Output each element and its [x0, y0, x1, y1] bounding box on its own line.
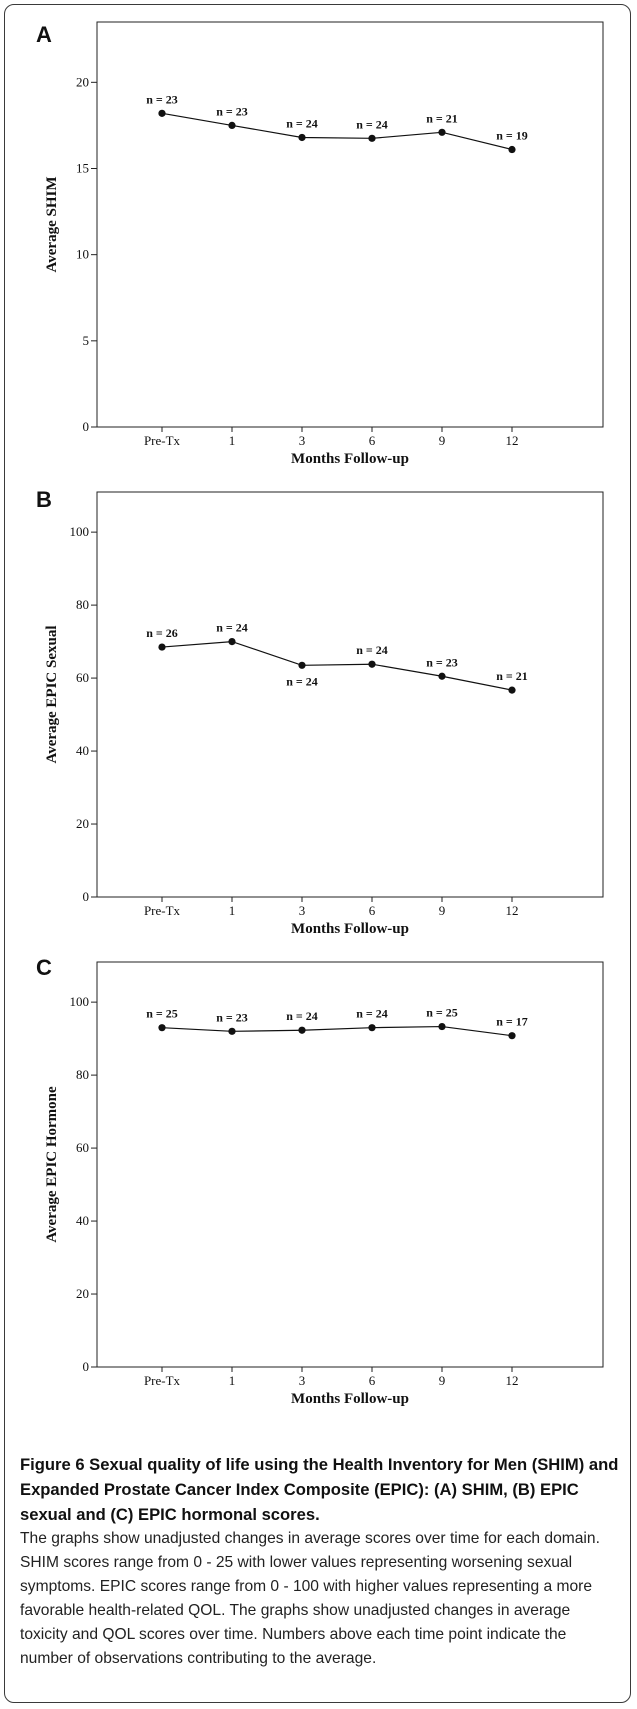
y-tick-label: 100 — [70, 994, 90, 1009]
n-label: n = 24 — [286, 1009, 318, 1023]
n-label: n = 23 — [146, 92, 178, 106]
data-point — [298, 661, 306, 669]
n-label: n = 24 — [356, 117, 388, 131]
data-point — [158, 1024, 166, 1032]
x-tick-label: 3 — [299, 433, 306, 448]
data-point — [228, 1027, 236, 1035]
y-tick-label: 5 — [83, 333, 90, 348]
n-label: n = 23 — [216, 1010, 248, 1024]
data-point — [508, 145, 516, 154]
n-label: n = 24 — [356, 643, 388, 657]
data-point — [368, 134, 376, 142]
data-point — [298, 1026, 306, 1034]
y-tick-label: 60 — [76, 670, 89, 685]
y-tick-label: 20 — [76, 816, 89, 831]
x-tick-label: 6 — [369, 903, 376, 918]
panel-letter-b: B — [36, 487, 52, 512]
chart-c: 0 20 40 60 80 100 Pre-Tx 1 3 6 9 12 Months Follow-up… — [44, 961, 604, 1407]
n-label: n = 25 — [146, 1007, 178, 1021]
figure-frame — [4, 4, 631, 1703]
data-point — [438, 128, 446, 136]
n-label: n = 21 — [426, 111, 458, 125]
data-point — [368, 1024, 376, 1032]
x-tick-label: Pre-Tx — [144, 903, 181, 918]
n-label: n = 24 — [356, 1007, 388, 1021]
y-axis-title: Average EPIC Sexual — [44, 625, 60, 763]
data-point — [438, 672, 446, 680]
x-tick-label: 1 — [229, 903, 236, 918]
x-tick-label: Pre-Tx — [144, 433, 181, 448]
chart-a: 0 5 10 15 20 Pre-Tx 1 3 6 9 12 Months Follow-up Aver… — [44, 21, 604, 467]
y-tick-label: 100 — [70, 524, 90, 539]
n-label: n = 24 — [216, 621, 248, 635]
y-tick-label: 40 — [76, 1213, 89, 1228]
y-axis-title: Average EPIC Hormone — [44, 1086, 60, 1243]
x-tick-label: 6 — [369, 1373, 376, 1388]
series-line — [161, 1025, 513, 1037]
x-tick-label: 12 — [506, 433, 519, 448]
y-tick-label: 20 — [76, 1286, 89, 1301]
x-tick-label: Pre-Tx — [144, 1373, 181, 1388]
series-line — [161, 112, 513, 151]
caption-title: Figure 6 Sexual quality of life using th… — [20, 1455, 619, 1524]
x-axis-title: Months Follow-up — [291, 921, 409, 937]
y-tick-label: 80 — [76, 597, 89, 612]
n-label: n = 24 — [286, 674, 318, 688]
x-tick-label: 12 — [506, 903, 519, 918]
x-axis-title: Months Follow-up — [291, 1391, 409, 1407]
x-tick-label: 1 — [229, 433, 236, 448]
caption-body: The graphs show unadjusted changes in av… — [20, 1530, 600, 1667]
panel-letter-a: A — [36, 22, 52, 47]
plot-area — [96, 961, 604, 1368]
plot-area — [96, 21, 604, 428]
x-tick-label: 6 — [369, 433, 376, 448]
data-point — [228, 637, 236, 646]
y-axis-title: Average SHIM — [44, 177, 60, 273]
y-tick-label: 80 — [76, 1067, 89, 1082]
series-line — [161, 640, 513, 691]
n-label: n = 25 — [426, 1006, 458, 1020]
x-tick-label: 9 — [439, 433, 446, 448]
n-label: n = 19 — [496, 129, 528, 143]
panel-letter-c: C — [36, 955, 52, 980]
x-tick-label: 1 — [229, 1373, 236, 1388]
x-axis-title: Months Follow-up — [291, 451, 409, 467]
x-tick-label: 3 — [299, 1373, 306, 1388]
data-point — [158, 643, 166, 651]
n-label: n = 23 — [426, 655, 458, 669]
n-label: n = 23 — [216, 104, 248, 118]
data-point — [368, 660, 376, 668]
data-point — [438, 1022, 446, 1031]
x-tick-label: 9 — [439, 903, 446, 918]
n-label: n = 21 — [496, 669, 528, 683]
x-tick-label: 12 — [506, 1373, 519, 1388]
y-tick-label: 40 — [76, 743, 89, 758]
data-point — [508, 686, 516, 694]
x-tick-label: 3 — [299, 903, 306, 918]
y-tick-label: 0 — [83, 1359, 90, 1374]
n-label: n = 24 — [286, 116, 318, 130]
n-label: n = 26 — [146, 626, 178, 640]
y-tick-label: 10 — [76, 247, 89, 262]
n-label: n = 17 — [496, 1015, 528, 1029]
data-point — [228, 121, 236, 130]
y-tick-label: 0 — [83, 419, 90, 434]
data-point — [508, 1032, 516, 1040]
data-point — [158, 109, 166, 117]
chart-b: 0 20 40 60 80 100 Pre-Tx 1 3 6 9 12 Months Follow-up… — [44, 491, 604, 937]
data-point — [298, 133, 306, 142]
x-tick-label: 9 — [439, 1373, 446, 1388]
y-tick-label: 15 — [76, 160, 89, 175]
figure-caption: Figure 6 Sexual quality of life using th… — [20, 1452, 620, 1671]
y-tick-label: 20 — [76, 74, 89, 89]
plot-area — [96, 491, 604, 898]
y-tick-label: 60 — [76, 1140, 89, 1155]
y-tick-label: 0 — [83, 889, 90, 904]
